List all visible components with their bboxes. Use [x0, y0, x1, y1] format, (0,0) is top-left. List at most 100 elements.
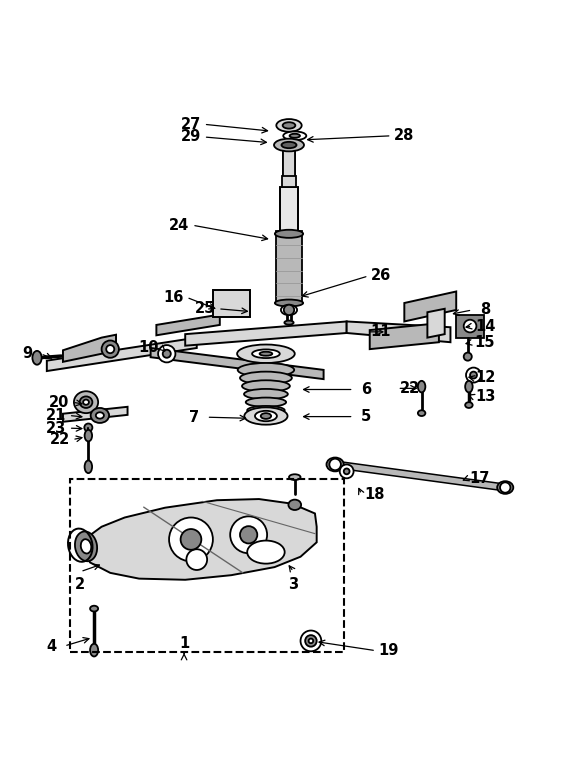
Circle shape [84, 424, 92, 432]
Circle shape [466, 368, 481, 382]
Circle shape [344, 468, 350, 474]
Text: 29: 29 [181, 129, 201, 144]
Circle shape [470, 372, 477, 379]
Circle shape [305, 635, 317, 647]
Text: 11: 11 [370, 324, 390, 340]
Ellipse shape [247, 406, 285, 414]
Polygon shape [370, 323, 439, 349]
Ellipse shape [290, 134, 300, 138]
Circle shape [284, 305, 294, 315]
Ellipse shape [83, 400, 89, 405]
Ellipse shape [242, 380, 290, 392]
Text: 17: 17 [469, 471, 490, 486]
Polygon shape [63, 335, 116, 361]
Circle shape [329, 459, 341, 471]
Circle shape [240, 526, 257, 544]
Text: 18: 18 [364, 487, 384, 502]
Circle shape [163, 350, 171, 358]
Ellipse shape [281, 142, 297, 148]
Ellipse shape [84, 460, 92, 473]
Ellipse shape [90, 606, 98, 612]
Ellipse shape [284, 321, 294, 325]
Circle shape [301, 630, 321, 651]
Polygon shape [47, 337, 197, 371]
Ellipse shape [255, 411, 277, 421]
Ellipse shape [327, 457, 344, 471]
Text: 10: 10 [139, 340, 159, 355]
Ellipse shape [74, 391, 98, 413]
Text: 9: 9 [23, 346, 33, 361]
Ellipse shape [91, 408, 109, 423]
Ellipse shape [283, 122, 295, 129]
Text: 20: 20 [49, 395, 70, 410]
Ellipse shape [240, 372, 292, 384]
Ellipse shape [237, 344, 295, 363]
Ellipse shape [106, 345, 114, 353]
Text: 21: 21 [46, 408, 66, 423]
Text: 8: 8 [480, 302, 490, 317]
Polygon shape [63, 407, 128, 421]
Ellipse shape [32, 351, 42, 365]
Ellipse shape [288, 499, 301, 510]
Circle shape [186, 549, 207, 570]
Ellipse shape [275, 230, 303, 238]
Text: 16: 16 [164, 290, 184, 305]
Text: 14: 14 [475, 319, 495, 333]
Ellipse shape [274, 139, 304, 151]
Ellipse shape [252, 350, 280, 358]
Text: 6: 6 [361, 382, 371, 397]
Bar [456, 315, 484, 337]
Polygon shape [427, 308, 444, 337]
Ellipse shape [75, 531, 97, 561]
Ellipse shape [102, 340, 119, 358]
Text: 3: 3 [288, 577, 299, 592]
Ellipse shape [281, 305, 297, 315]
Text: 2: 2 [75, 577, 86, 592]
Bar [282, 176, 296, 186]
Ellipse shape [260, 352, 272, 356]
Circle shape [340, 464, 354, 478]
Bar [276, 231, 302, 303]
Text: 26: 26 [371, 269, 391, 284]
Ellipse shape [96, 412, 104, 418]
Text: 5: 5 [361, 409, 372, 424]
Polygon shape [347, 322, 450, 342]
Polygon shape [151, 348, 324, 379]
Circle shape [158, 345, 175, 362]
Ellipse shape [246, 397, 286, 407]
Bar [280, 186, 298, 234]
Text: 22: 22 [49, 432, 69, 447]
Ellipse shape [247, 541, 285, 564]
Ellipse shape [80, 397, 92, 408]
Text: 25: 25 [195, 301, 216, 316]
Text: 13: 13 [475, 389, 495, 404]
Ellipse shape [84, 430, 92, 442]
Ellipse shape [465, 402, 473, 408]
Circle shape [500, 482, 510, 492]
Polygon shape [157, 315, 220, 335]
Ellipse shape [244, 407, 288, 425]
Text: 7: 7 [189, 410, 199, 425]
Ellipse shape [238, 363, 294, 377]
Bar [213, 290, 250, 317]
Ellipse shape [289, 474, 301, 480]
Circle shape [464, 319, 476, 333]
Ellipse shape [275, 300, 303, 306]
Ellipse shape [497, 481, 513, 494]
Text: 15: 15 [475, 335, 495, 350]
Polygon shape [83, 499, 317, 580]
Bar [70, 479, 344, 652]
Circle shape [169, 517, 213, 562]
Circle shape [309, 639, 313, 643]
Text: 19: 19 [379, 643, 399, 658]
Polygon shape [185, 322, 347, 346]
Circle shape [180, 529, 201, 550]
Text: 28: 28 [394, 129, 414, 143]
Ellipse shape [244, 389, 288, 400]
Ellipse shape [283, 132, 306, 140]
Bar [283, 146, 295, 178]
Text: 4: 4 [46, 639, 57, 654]
Text: 24: 24 [169, 217, 190, 233]
Ellipse shape [418, 381, 425, 393]
Ellipse shape [261, 413, 271, 419]
